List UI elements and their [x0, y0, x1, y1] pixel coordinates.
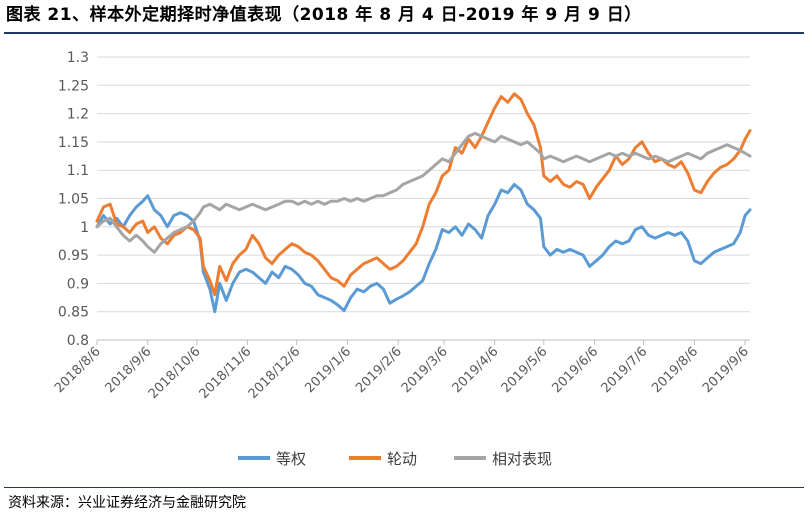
y-tick-label: 1.3: [67, 50, 89, 66]
series-line-2: [95, 92, 752, 297]
title-rule: [4, 32, 804, 34]
legend: 等权 轮动 相对表现: [238, 450, 552, 468]
y-tick-label: 1.2: [67, 107, 89, 123]
y-axis-ticks: 0.8 0.85 0.9 0.95 1 1.05 1.1 1.15 1.2 1.25 1.3: [58, 50, 89, 349]
legend-label: 等权: [276, 450, 306, 468]
x-tick-label: 2018/10/6: [146, 344, 204, 402]
x-tick-label: 2018/11/6: [197, 344, 255, 402]
x-tick-label: 2019/7/6: [599, 344, 651, 396]
x-tick-label: 2018/8/6: [52, 344, 104, 396]
x-tick-label: 2019/9/6: [700, 344, 752, 396]
y-tick-label: 1.1: [67, 163, 89, 179]
x-tick-label: 2018/9/6: [103, 344, 155, 396]
x-tick-label: 2018/12/6: [246, 344, 304, 402]
y-tick-label: 0.85: [58, 305, 89, 321]
x-tick-label: 2019/8/6: [649, 344, 701, 396]
legend-label: 相对表现: [492, 450, 552, 468]
y-tick-label: 0.9: [67, 276, 89, 292]
y-tick-label: 1.25: [58, 78, 89, 94]
legend-label: 轮动: [387, 450, 417, 468]
source-note: 资料来源：兴业证券经济与金融研究院: [8, 495, 246, 511]
y-tick-label: 0.8: [67, 333, 89, 349]
source-rule: [4, 487, 804, 488]
x-tick-label: 2019/1/6: [302, 344, 354, 396]
line-chart: 0.8 0.85 0.9 0.95 1 1.05 1.1 1.15 1.2 1.25 1.3 201…: [52, 50, 752, 468]
series-line-3: [95, 131, 752, 254]
gridlines: [97, 56, 750, 341]
x-tick-label: 2019/4/6: [450, 344, 502, 396]
y-tick-label: 1: [80, 220, 89, 236]
y-tick-label: 1.15: [58, 135, 89, 151]
x-tick-label: 2019/6/6: [549, 344, 601, 396]
series-lines: [95, 92, 752, 314]
x-tick-label: 2019/2/6: [353, 344, 405, 396]
series-line-1: [95, 182, 752, 314]
x-tick-label: 2019/3/6: [399, 344, 451, 396]
y-tick-label: 1.05: [58, 192, 89, 208]
x-axis-ticks: 2018/8/62018/9/62018/10/62018/11/62018/1…: [52, 340, 752, 402]
figure-title: 图表 21、样本外定期择时净值表现（2018 年 8 月 4 日-2019 年 …: [6, 5, 642, 25]
y-tick-label: 0.95: [58, 248, 89, 264]
x-tick-label: 2019/5/6: [499, 344, 551, 396]
